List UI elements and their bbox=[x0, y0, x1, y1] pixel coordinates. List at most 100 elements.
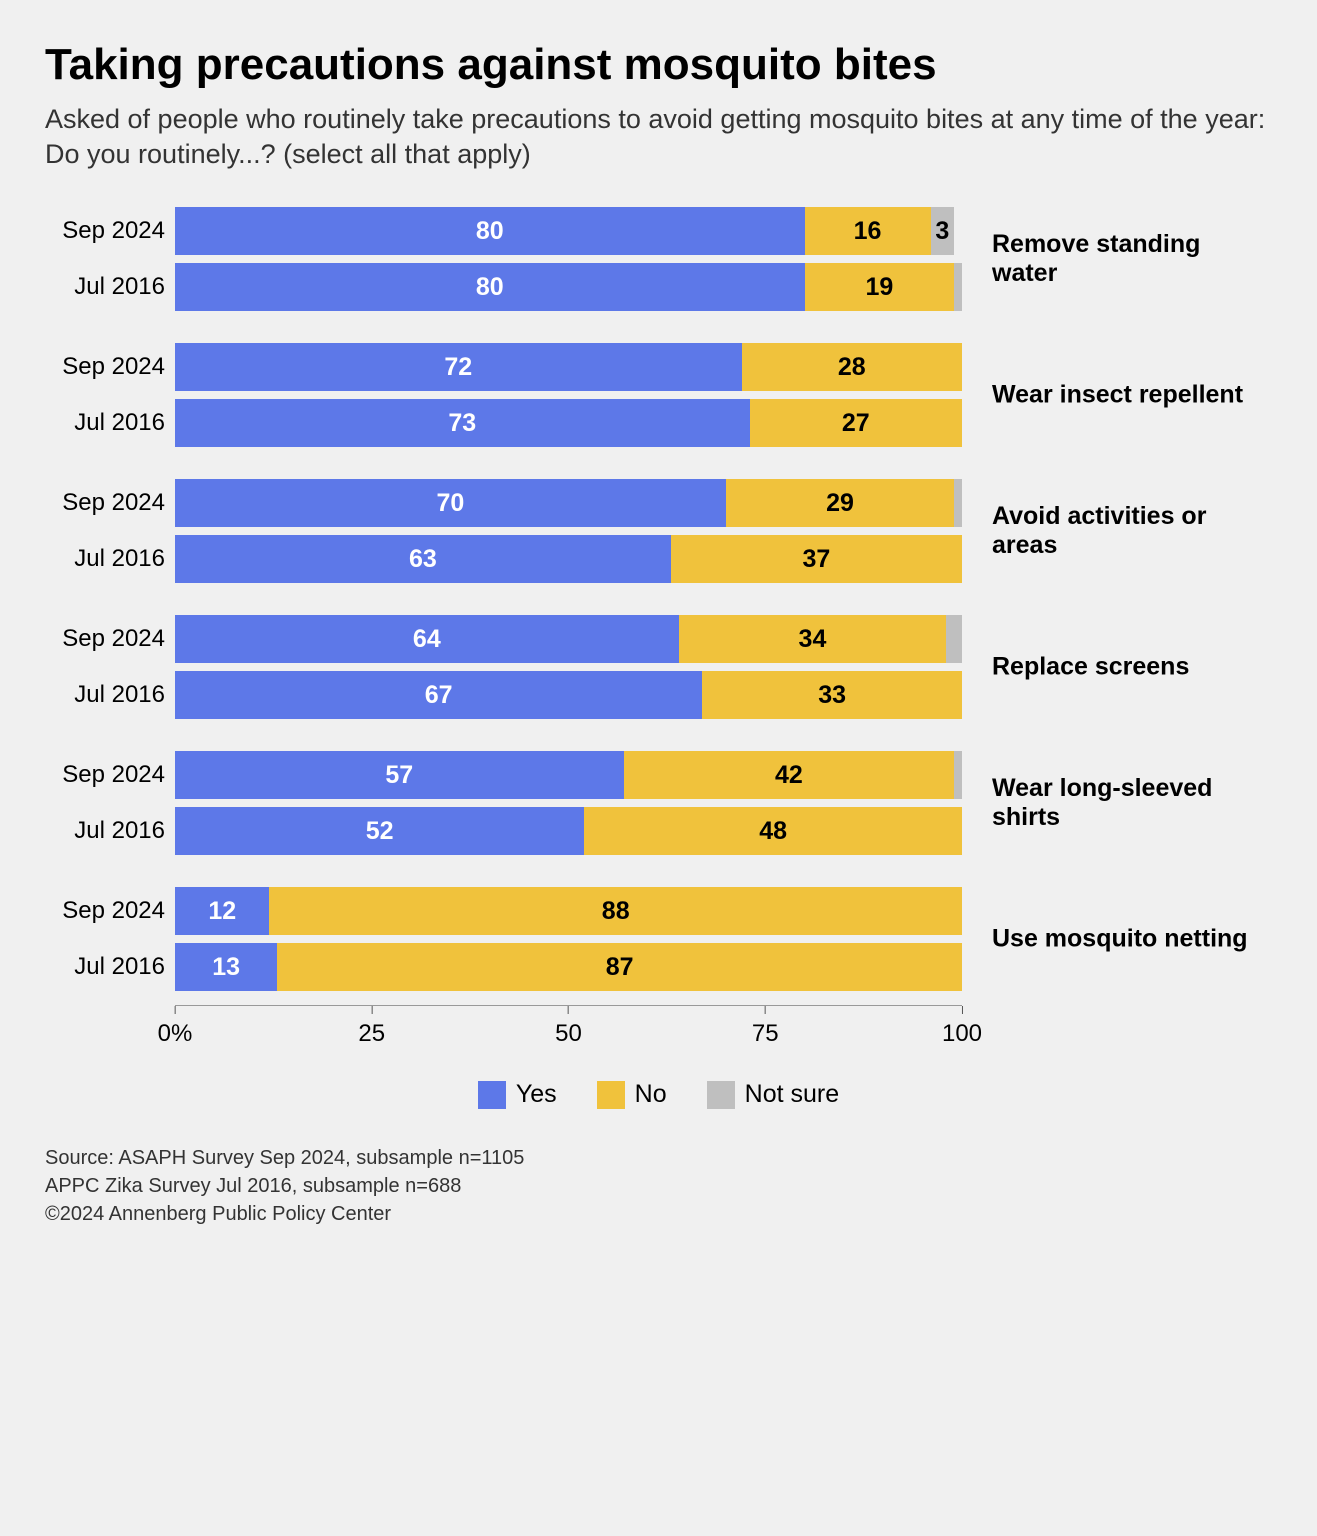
bar-segment-not-sure bbox=[954, 263, 962, 311]
tick-label: 50 bbox=[555, 1020, 582, 1048]
bar-value-label: 52 bbox=[366, 817, 394, 846]
bar-value-label: 72 bbox=[444, 353, 472, 382]
legend: Yes No Not sure bbox=[45, 1080, 1272, 1109]
row-period-label: Sep 2024 bbox=[45, 751, 165, 799]
legend-label: No bbox=[635, 1080, 667, 1109]
bar-track: 67 33 bbox=[175, 671, 962, 719]
row-period-label: Jul 2016 bbox=[45, 671, 165, 719]
bar-value-label: 87 bbox=[606, 953, 634, 982]
bar-segment-yes: 67 bbox=[175, 671, 702, 719]
bar-row: Jul 20167327 bbox=[175, 399, 962, 447]
bar-value-label: 34 bbox=[799, 625, 827, 654]
bar-row: Sep 20247029 bbox=[175, 479, 962, 527]
bar-track: 52 48 bbox=[175, 807, 962, 855]
tick-label: 100 bbox=[942, 1020, 982, 1048]
group-label: Remove standing water bbox=[977, 230, 1272, 288]
footer-source-2: APPC Zika Survey Jul 2016, subsample n=6… bbox=[45, 1172, 1272, 1200]
tick-label: 25 bbox=[358, 1020, 385, 1048]
chart-plot-area: Remove standing waterSep 202480163Jul 20… bbox=[45, 207, 1272, 1045]
bar-group: Avoid activities or areasSep 20247029Jul… bbox=[175, 479, 962, 583]
bar-value-label: 27 bbox=[842, 409, 870, 438]
bar-segment-yes: 73 bbox=[175, 399, 750, 447]
bar-row: Sep 202480163 bbox=[175, 207, 962, 255]
legend-item-yes: Yes bbox=[478, 1080, 557, 1109]
bar-row: Jul 20165248 bbox=[175, 807, 962, 855]
bar-row: Sep 20247228 bbox=[175, 343, 962, 391]
bar-value-label: 63 bbox=[409, 545, 437, 574]
bar-segment-yes: 72 bbox=[175, 343, 742, 391]
bar-segment-yes: 70 bbox=[175, 479, 726, 527]
bar-segment-no: 27 bbox=[750, 399, 962, 447]
bar-value-label: 19 bbox=[865, 273, 893, 302]
bar-track: 13 87 bbox=[175, 943, 962, 991]
footer-copyright: ©2024 Annenberg Public Policy Center bbox=[45, 1200, 1272, 1228]
bar-group: Wear insect repellentSep 20247228Jul 201… bbox=[175, 343, 962, 447]
chart-title: Taking precautions against mosquito bite… bbox=[45, 40, 1272, 90]
group-label: Wear insect repellent bbox=[977, 381, 1272, 410]
bar-row: Jul 20166733 bbox=[175, 671, 962, 719]
tick-mark bbox=[175, 1006, 176, 1014]
tick-label: 0% bbox=[158, 1020, 193, 1048]
bar-value-label: 33 bbox=[818, 681, 846, 710]
bar-row: Jul 20166337 bbox=[175, 535, 962, 583]
bar-value-label: 64 bbox=[413, 625, 441, 654]
legend-swatch bbox=[597, 1081, 625, 1109]
bar-segment-no: 19 bbox=[805, 263, 955, 311]
bar-value-label: 16 bbox=[854, 217, 882, 246]
axis-tick: 50 bbox=[555, 1006, 582, 1048]
bar-track: 57 42 bbox=[175, 751, 962, 799]
bar-segment-no: 29 bbox=[726, 479, 954, 527]
row-period-label: Sep 2024 bbox=[45, 207, 165, 255]
bar-group: Remove standing waterSep 202480163Jul 20… bbox=[175, 207, 962, 311]
bar-segment-no: 28 bbox=[742, 343, 962, 391]
bar-segment-yes: 80 bbox=[175, 207, 805, 255]
bar-segment-not-sure: 3 bbox=[931, 207, 955, 255]
bar-track: 72 28 bbox=[175, 343, 962, 391]
axis-tick: 0% bbox=[158, 1006, 193, 1048]
row-period-label: Jul 2016 bbox=[45, 807, 165, 855]
bar-value-label: 88 bbox=[602, 897, 630, 926]
bar-segment-no: 48 bbox=[584, 807, 962, 855]
bar-segment-yes: 13 bbox=[175, 943, 277, 991]
bar-group: Wear long-sleeved shirtsSep 20245742Jul … bbox=[175, 751, 962, 855]
chart-subtitle: Asked of people who routinely take preca… bbox=[45, 102, 1272, 172]
group-label: Replace screens bbox=[977, 653, 1272, 682]
legend-swatch bbox=[707, 1081, 735, 1109]
bar-value-label: 12 bbox=[208, 897, 236, 926]
row-period-label: Jul 2016 bbox=[45, 399, 165, 447]
bar-value-label: 29 bbox=[826, 489, 854, 518]
bar-row: Sep 20246434 bbox=[175, 615, 962, 663]
tick-mark bbox=[371, 1006, 372, 1014]
bar-value-label: 37 bbox=[802, 545, 830, 574]
bar-segment-no: 42 bbox=[624, 751, 955, 799]
bar-value-label: 57 bbox=[385, 761, 413, 790]
bar-group: Use mosquito nettingSep 20241288Jul 2016… bbox=[175, 887, 962, 991]
legend-label: Not sure bbox=[745, 1080, 839, 1109]
bar-value-label: 42 bbox=[775, 761, 803, 790]
bar-value-label: 28 bbox=[838, 353, 866, 382]
legend-item-no: No bbox=[597, 1080, 667, 1109]
bar-track: 12 88 bbox=[175, 887, 962, 935]
axis-tick: 25 bbox=[358, 1006, 385, 1048]
group-label: Avoid activities or areas bbox=[977, 502, 1272, 560]
row-period-label: Sep 2024 bbox=[45, 615, 165, 663]
bar-segment-yes: 63 bbox=[175, 535, 671, 583]
bar-segment-no: 33 bbox=[702, 671, 962, 719]
bar-row: Sep 20245742 bbox=[175, 751, 962, 799]
group-label: Use mosquito netting bbox=[977, 925, 1272, 954]
row-period-label: Sep 2024 bbox=[45, 479, 165, 527]
tick-label: 75 bbox=[752, 1020, 779, 1048]
tick-mark bbox=[765, 1006, 766, 1014]
bar-row: Sep 20241288 bbox=[175, 887, 962, 935]
bar-segment-no: 87 bbox=[277, 943, 962, 991]
bar-segment-not-sure bbox=[954, 479, 962, 527]
bar-value-label: 13 bbox=[212, 953, 240, 982]
bar-group: Replace screensSep 20246434Jul 20166733 bbox=[175, 615, 962, 719]
bar-track: 8019 bbox=[175, 263, 962, 311]
row-period-label: Sep 2024 bbox=[45, 343, 165, 391]
bar-value-label: 67 bbox=[425, 681, 453, 710]
row-period-label: Jul 2016 bbox=[45, 263, 165, 311]
group-label: Wear long-sleeved shirts bbox=[977, 774, 1272, 832]
legend-label: Yes bbox=[516, 1080, 557, 1109]
bar-row: Jul 20161387 bbox=[175, 943, 962, 991]
